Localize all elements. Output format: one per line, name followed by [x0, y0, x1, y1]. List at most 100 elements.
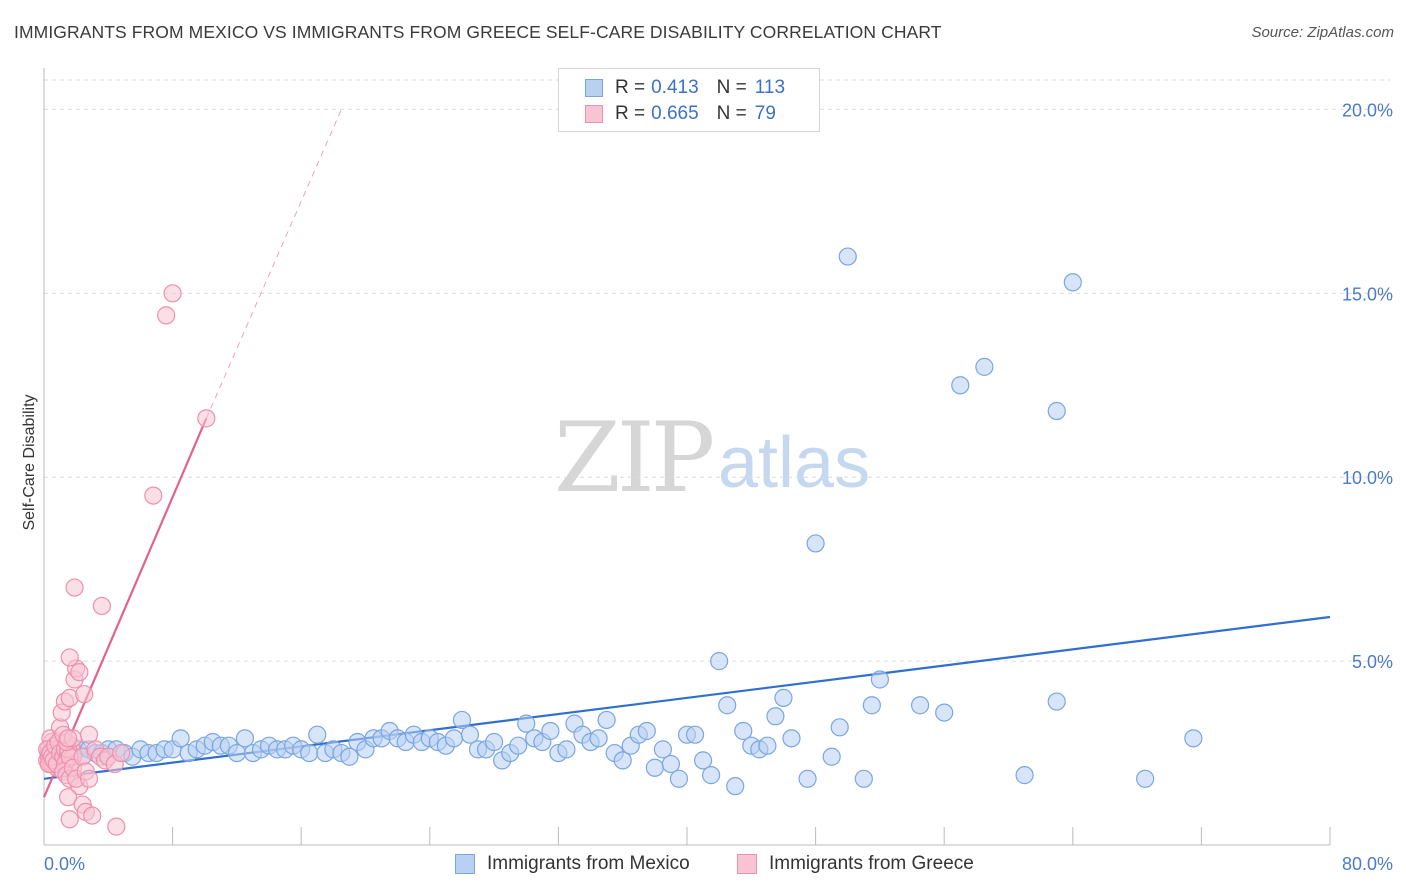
point-mexico [935, 703, 954, 722]
y-tick-label: 15.0% [1342, 284, 1393, 304]
point-mexico [782, 729, 801, 748]
point-mexico [798, 769, 817, 788]
point-mexico [340, 747, 359, 766]
point-mexico [589, 729, 608, 748]
legend-n-value-greece: 79 [754, 103, 776, 124]
data-points [38, 247, 1203, 836]
series-name-greece: Immigrants from Greece [769, 853, 974, 874]
point-mexico [645, 758, 664, 777]
point-greece [59, 729, 78, 748]
point-mexico [1015, 766, 1034, 785]
point-mexico [637, 721, 656, 741]
point-mexico [910, 696, 930, 715]
point-greece [70, 663, 89, 682]
point-mexico [597, 710, 616, 730]
series-name-mexico: Immigrants from Mexico [487, 853, 690, 874]
point-greece [112, 743, 131, 763]
y-tick-label: 10.0% [1342, 468, 1393, 488]
point-mexico [452, 710, 472, 730]
point-greece [107, 817, 126, 836]
point-mexico [822, 747, 841, 766]
source-label: Source: ZipAtlas.com [1251, 24, 1394, 41]
point-mexico [1063, 273, 1082, 292]
trend-extension-greece [205, 109, 342, 419]
point-mexico [758, 736, 777, 755]
series-legend-greece: Immigrants from Greece [737, 851, 974, 877]
point-mexico [300, 743, 319, 763]
legend-n-label: N = [716, 77, 747, 98]
point-mexico [685, 725, 705, 744]
point-greece [163, 284, 182, 303]
x-tick-label: 80.0% [1342, 854, 1393, 874]
legend-swatch-mexico [585, 79, 603, 97]
point-mexico [838, 247, 857, 266]
point-mexico [1136, 769, 1155, 788]
legend-n-label: N = [716, 103, 747, 124]
legend-n-value-mexico: 113 [754, 77, 786, 98]
point-mexico [308, 725, 327, 744]
point-greece [83, 806, 102, 825]
point-mexico [870, 670, 890, 689]
y-tick-label: 5.0% [1352, 652, 1393, 672]
point-mexico [951, 376, 970, 395]
legend-r-label: R = [615, 77, 646, 98]
point-mexico [702, 766, 721, 785]
trend-lines [42, 109, 1331, 798]
legend-r-value-greece: 0.665 [651, 103, 699, 124]
point-mexico [669, 769, 689, 788]
point-greece [65, 578, 84, 597]
legend-swatch-greece [585, 105, 603, 123]
point-greece [144, 486, 163, 505]
point-mexico [460, 725, 480, 744]
point-mexico [509, 736, 528, 755]
point-mexico [726, 777, 745, 796]
legend-r-label: R = [615, 103, 646, 124]
series-swatch-greece [737, 854, 757, 874]
watermark-zip: ZIP [554, 402, 715, 514]
legend-row-mexico: R = 0.413 N = 113 [585, 77, 785, 99]
point-greece [79, 769, 99, 788]
point-greece [157, 306, 176, 325]
point-greece [60, 648, 79, 667]
watermark-atlas: atlas [718, 423, 871, 503]
point-mexico [734, 721, 753, 741]
point-mexico [485, 732, 504, 752]
point-mexico [693, 751, 713, 770]
point-mexico [1184, 729, 1203, 748]
correlation-legend: R = 0.413 N = 113 R = 0.665 N = 79 [558, 68, 820, 132]
axes [43, 68, 1331, 846]
point-mexico [653, 740, 672, 759]
point-greece [92, 596, 111, 616]
point-mexico [661, 754, 681, 774]
x-tick-label: 0.0% [44, 854, 85, 874]
point-mexico [444, 729, 464, 748]
point-mexico [718, 696, 737, 715]
point-mexico [975, 357, 994, 376]
point-mexico [862, 696, 881, 715]
point-mexico [806, 534, 825, 553]
point-mexico [766, 707, 785, 726]
legend-r-value-mexico: 0.413 [651, 77, 699, 98]
chart-title: IMMIGRANTS FROM MEXICO VS IMMIGRANTS FRO… [14, 22, 942, 42]
point-mexico [1047, 692, 1066, 711]
point-mexico [541, 721, 560, 741]
point-mexico [171, 729, 190, 748]
point-mexico [613, 751, 632, 770]
grid-lines [44, 79, 1390, 662]
axis-labels: 5.0% 10.0% 15.0% 20.0% 0.0% 80.0% Self-Care Di… [21, 100, 1393, 874]
series-legend-mexico: Immigrants from Mexico [455, 851, 690, 877]
point-mexico [235, 729, 255, 748]
point-mexico [1047, 401, 1066, 421]
point-greece [75, 685, 94, 704]
point-mexico [710, 652, 729, 671]
point-mexico [830, 718, 849, 737]
point-mexico [557, 740, 576, 759]
y-tick-label: 20.0% [1342, 100, 1393, 120]
point-mexico [774, 688, 793, 707]
legend-row-greece: R = 0.665 N = 79 [585, 103, 776, 125]
series-swatch-mexico [455, 854, 475, 874]
point-greece [59, 788, 78, 807]
point-greece [60, 810, 79, 829]
point-greece [197, 409, 216, 428]
